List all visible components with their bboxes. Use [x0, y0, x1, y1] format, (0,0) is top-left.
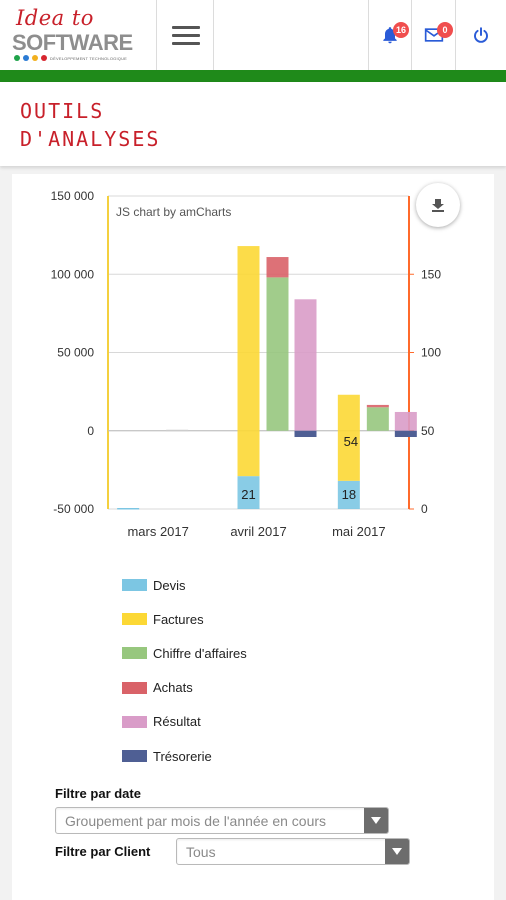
menu-toggle-button[interactable]: [158, 0, 214, 70]
legend-swatch: [122, 613, 147, 626]
legend-swatch: [122, 681, 147, 694]
x-axis-category-label: mars 2017: [127, 524, 188, 539]
logo-dots: [14, 55, 47, 61]
data-label-devis: 18: [342, 487, 356, 502]
legend-item[interactable]: Factures: [122, 602, 247, 636]
bar-devis: [337, 480, 360, 509]
bar-devis: [117, 508, 140, 510]
legend-item[interactable]: Trésorerie: [122, 739, 247, 773]
bar-devis: [237, 476, 260, 509]
header-accent-bar: [0, 70, 506, 82]
messages-badge: 0: [437, 22, 453, 38]
legend-item[interactable]: Devis: [122, 568, 247, 602]
date-filter-value: Groupement par mois de l'année en cours: [65, 813, 327, 829]
left-axis-tick-label: 0: [87, 424, 94, 438]
left-axis-tick-label: 100 000: [51, 267, 95, 281]
x-axis-category-label: mai 2017: [332, 524, 385, 539]
bar-factures: [166, 429, 189, 432]
legend-label: Résultat: [153, 714, 201, 730]
legend-label: Devis: [153, 577, 186, 593]
chart-export-button[interactable]: [416, 183, 460, 227]
download-icon: [432, 199, 444, 212]
client-filter-value: Tous: [186, 844, 216, 860]
legend-label: Chiffre d'affaires: [153, 645, 247, 661]
legend-item[interactable]: Achats: [122, 671, 247, 705]
date-filter-label: Filtre par date: [55, 786, 141, 801]
page-header: OUTILS D'ANALYSES: [0, 82, 506, 166]
legend-item[interactable]: Résultat: [122, 705, 247, 739]
left-axis-tick-label: 50 000: [57, 346, 94, 360]
bar-factures: [337, 394, 360, 481]
logout-button[interactable]: [456, 0, 506, 70]
legend-swatch: [122, 579, 147, 592]
right-axis-tick-label: 100: [421, 346, 441, 360]
notifications-button[interactable]: 16: [368, 0, 412, 70]
legend-label: Trésorerie: [153, 748, 212, 764]
legend-label: Factures: [153, 611, 204, 627]
bar-resultat: [394, 411, 417, 431]
right-axis-tick-label: 0: [421, 502, 428, 516]
logo-wordmark: SOFTWARE: [12, 30, 133, 55]
bar-chiffre-affaires: [266, 277, 289, 431]
top-bar: Idea to SOFTWARE DÉVELOPPEMENT TECHNOLOG…: [0, 0, 506, 70]
bar-resultat: [294, 299, 317, 431]
bar-factures: [237, 246, 260, 477]
hamburger-menu-icon: [171, 25, 200, 45]
legend-label: Achats: [153, 680, 193, 696]
left-axis-tick-label: 150 000: [51, 189, 95, 203]
left-axis-tick-label: -50 000: [53, 502, 94, 516]
x-axis-category-label: avril 2017: [230, 524, 286, 539]
page-title: OUTILS D'ANALYSES: [20, 99, 161, 151]
logo-script-text: Idea to: [16, 6, 94, 30]
client-filter-select[interactable]: Tous: [176, 838, 410, 865]
date-filter-select[interactable]: Groupement par mois de l'année en cours: [55, 807, 389, 834]
legend-swatch: [122, 750, 147, 763]
right-axis-tick-label: 150: [421, 267, 441, 281]
bar-tresorerie: [394, 430, 417, 438]
notifications-badge: 16: [393, 22, 409, 38]
data-label-devis: 21: [241, 487, 255, 502]
bar-chiffre-affaires: [366, 407, 389, 431]
client-filter-label: Filtre par Client: [55, 844, 151, 859]
logo[interactable]: Idea to SOFTWARE DÉVELOPPEMENT TECHNOLOG…: [0, 0, 157, 70]
power-icon: [474, 27, 488, 43]
right-axis-tick-label: 50: [421, 424, 435, 438]
legend-item[interactable]: Chiffre d'affaires: [122, 636, 247, 670]
chevron-down-icon: [385, 839, 409, 864]
chart-legend: Devis Factures Chiffre d'affaires Achats Rés…: [122, 568, 247, 773]
bar-achats: [366, 404, 389, 408]
messages-button[interactable]: 0: [412, 0, 456, 70]
bar-chart: 150 000 100 000 50 000 0 -50 000 150 100 50 0 JS …: [51, 189, 442, 539]
legend-swatch: [122, 647, 147, 660]
logo-tagline: DÉVELOPPEMENT TECHNOLOGIQUE: [50, 56, 128, 61]
bar-tresorerie: [294, 430, 317, 438]
chevron-down-icon: [364, 808, 388, 833]
chart-watermark: JS chart by amCharts: [116, 205, 231, 219]
chart-panel: 150 000 100 000 50 000 0 -50 000 150 100 50 0 JS …: [12, 174, 494, 900]
data-label-factures: 54: [344, 434, 358, 449]
bar-achats: [266, 257, 289, 278]
legend-swatch: [122, 715, 147, 728]
